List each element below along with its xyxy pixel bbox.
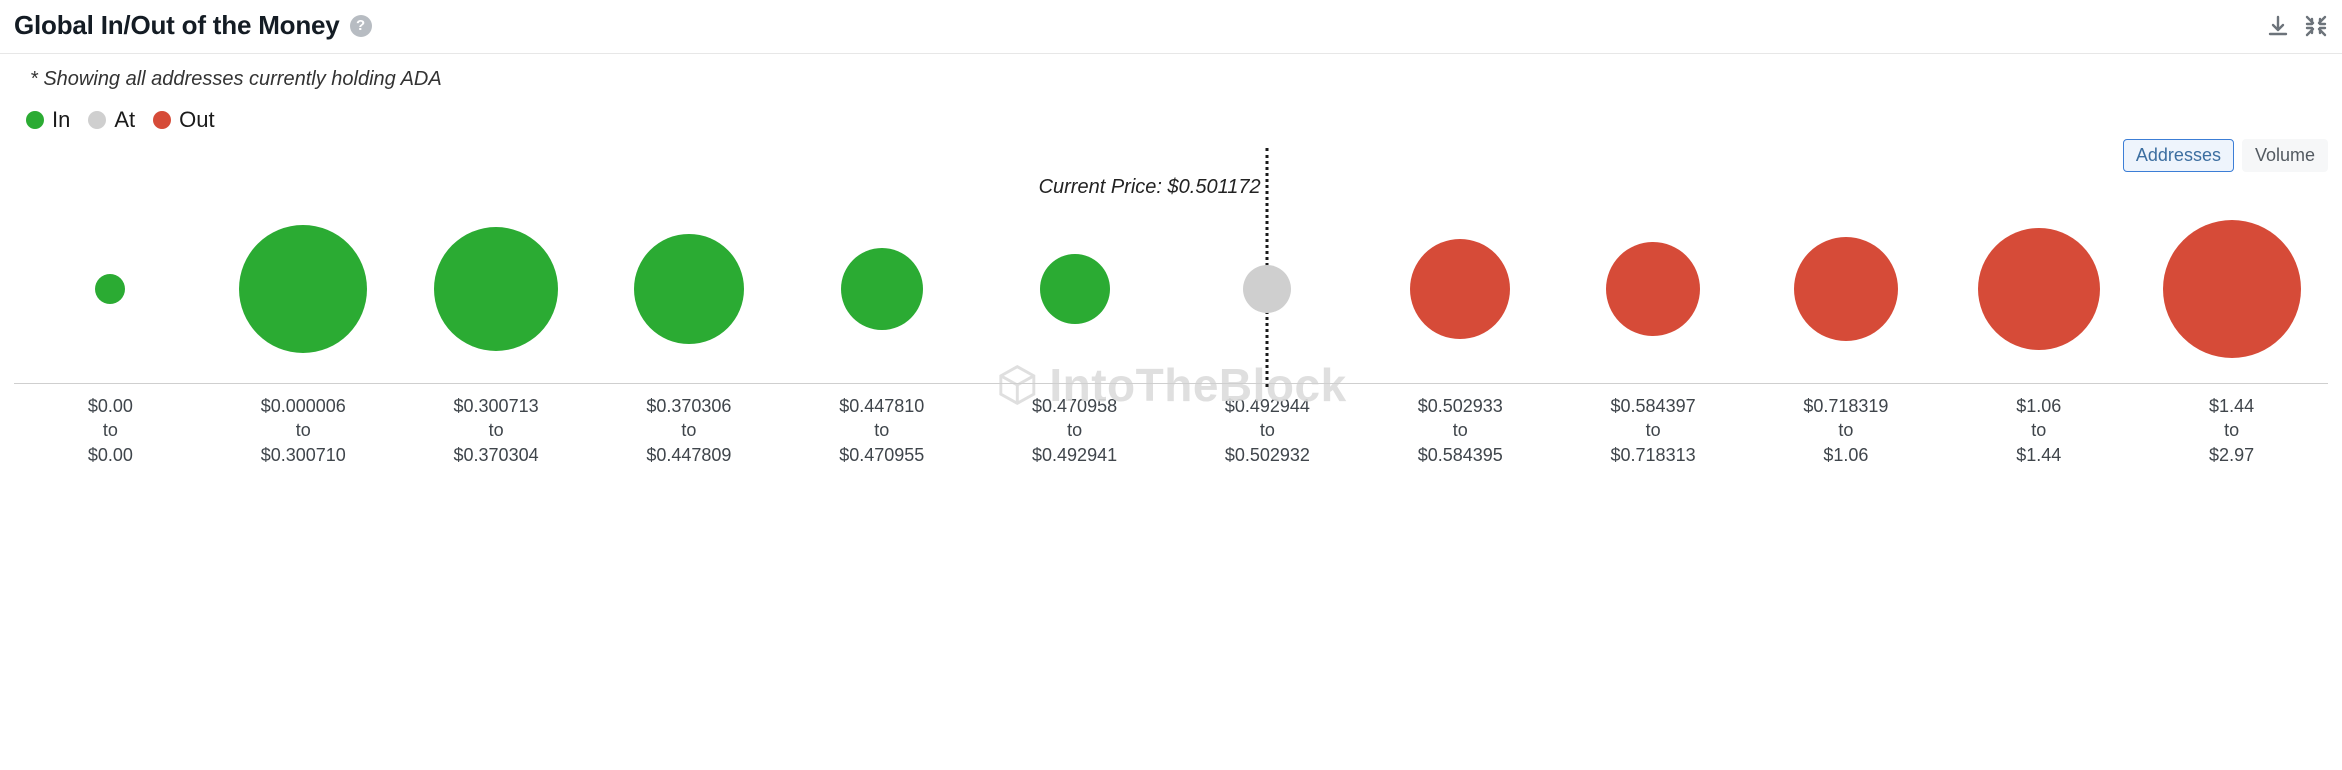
range-label: $0.447810to$0.470955 xyxy=(785,394,978,467)
bubble-out[interactable] xyxy=(1794,237,1898,341)
bubble-in[interactable] xyxy=(1040,254,1110,324)
legend-swatch xyxy=(88,111,106,129)
collapse-icon[interactable] xyxy=(2304,14,2328,38)
bubble-in[interactable] xyxy=(239,225,367,353)
range-label: $0.470958to$0.492941 xyxy=(978,394,1171,467)
bubble-out[interactable] xyxy=(1410,239,1510,339)
toggle-volume[interactable]: Volume xyxy=(2242,139,2328,172)
legend-label: Out xyxy=(179,107,214,133)
bubble-in[interactable] xyxy=(634,234,744,344)
bubble-out[interactable] xyxy=(1978,228,2100,350)
range-label: $1.06to$1.44 xyxy=(1942,394,2135,467)
bubble-cell xyxy=(978,194,1171,383)
legend-swatch xyxy=(26,111,44,129)
legend-label: At xyxy=(114,107,135,133)
toggle-addresses[interactable]: Addresses xyxy=(2123,139,2234,172)
legend-item-out[interactable]: Out xyxy=(153,107,214,133)
metric-toggle: AddressesVolume xyxy=(2123,139,2328,172)
bubble-in[interactable] xyxy=(841,248,923,330)
subtitle-note: * Showing all addresses currently holdin… xyxy=(0,54,2342,91)
bubble-in[interactable] xyxy=(95,274,125,304)
bubble-cell xyxy=(592,194,785,383)
range-label: $0.300713to$0.370304 xyxy=(400,394,593,467)
range-label: $0.00to$0.00 xyxy=(14,394,207,467)
bubble-out[interactable] xyxy=(1606,242,1700,336)
bubble-cell xyxy=(400,194,593,383)
bubble-cell xyxy=(1749,194,1942,383)
legend-label: In xyxy=(52,107,70,133)
help-icon[interactable]: ? xyxy=(350,15,372,37)
range-label: $0.502933to$0.584395 xyxy=(1364,394,1557,467)
bubble-cell xyxy=(2135,194,2328,383)
range-label: $0.492944to$0.502932 xyxy=(1171,394,1364,467)
legend-item-in[interactable]: In xyxy=(26,107,70,133)
range-label: $1.44to$2.97 xyxy=(2135,394,2328,467)
bubble-cell xyxy=(785,194,978,383)
legend-swatch xyxy=(153,111,171,129)
bubble-out[interactable] xyxy=(2163,220,2301,358)
bubble-at[interactable] xyxy=(1243,265,1291,313)
range-label: $0.584397to$0.718313 xyxy=(1557,394,1750,467)
range-label: $0.718319to$1.06 xyxy=(1749,394,1942,467)
bubble-cell xyxy=(14,194,207,383)
range-label: $0.370306to$0.447809 xyxy=(592,394,785,467)
range-label: $0.000006to$0.300710 xyxy=(207,394,400,467)
page-title: Global In/Out of the Money xyxy=(14,10,340,41)
legend-item-at[interactable]: At xyxy=(88,107,135,133)
bubble-cell xyxy=(1171,194,1364,383)
bubble-chart: Current Price: $0.501172 IntoTheBlock $0… xyxy=(0,176,2342,467)
bubble-cell xyxy=(1364,194,1557,383)
legend: In At Out xyxy=(0,91,2342,133)
bubble-cell xyxy=(1942,194,2135,383)
bubble-cell xyxy=(207,194,400,383)
bubble-in[interactable] xyxy=(434,227,558,351)
bubble-cell xyxy=(1557,194,1750,383)
download-icon[interactable] xyxy=(2266,14,2290,38)
panel-header: Global In/Out of the Money ? xyxy=(0,0,2342,54)
